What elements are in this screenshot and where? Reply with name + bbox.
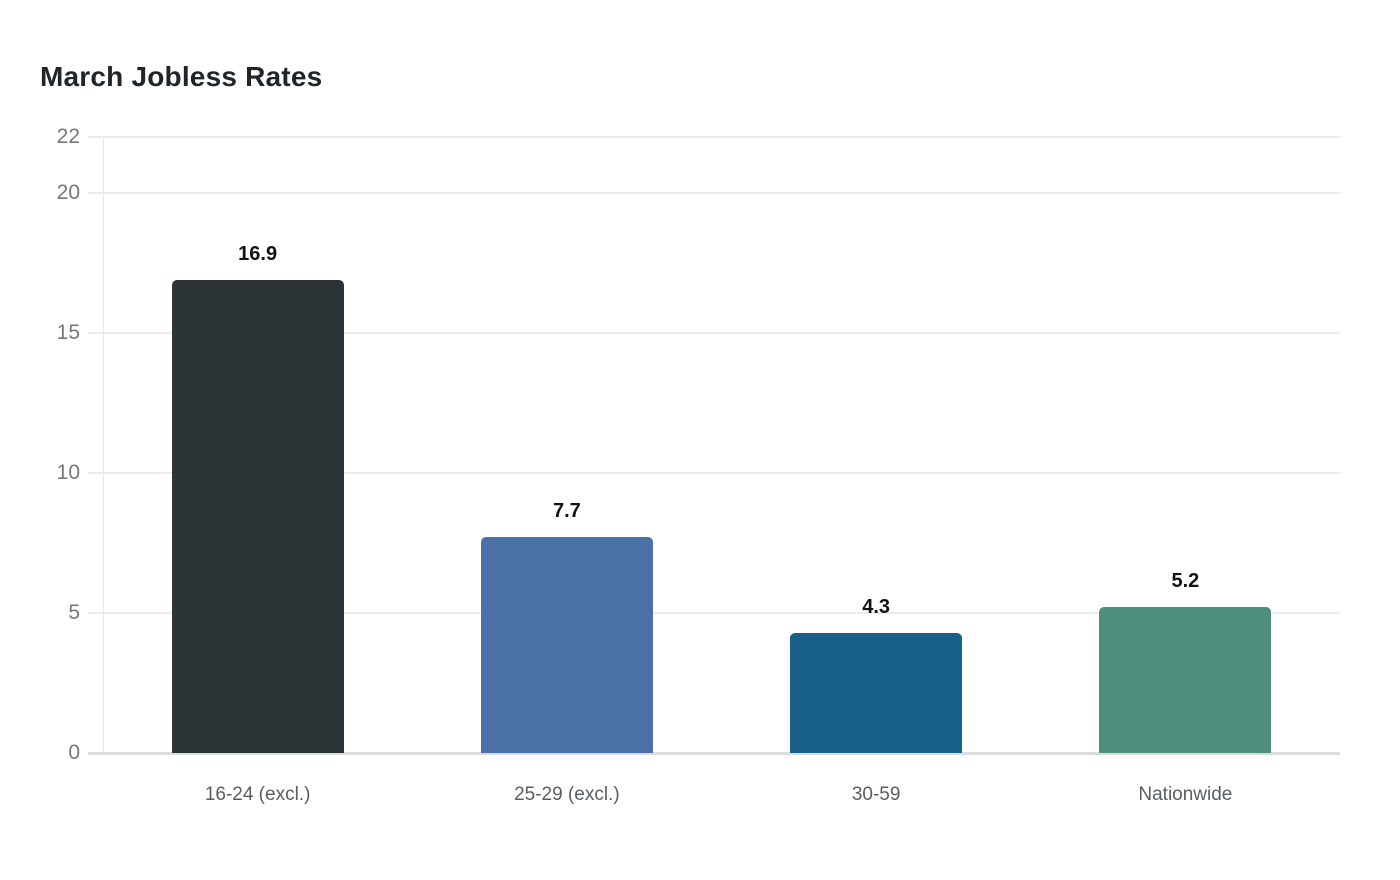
chart-title: March Jobless Rates [40,61,323,92]
x-axis-baseline [88,752,1340,755]
gridline [88,472,1340,474]
bar [171,279,344,753]
y-tick-label: 0 [68,741,80,764]
bar-value-label: 5.2 [1171,570,1200,593]
gridline [88,136,1340,138]
y-tick-label: 10 [56,461,80,484]
bar-value-label: 4.3 [862,595,891,618]
bar [790,632,963,753]
x-category-label: 30-59 [851,784,901,805]
bar-value-label: 16.9 [238,242,278,265]
y-tick-label: 22 [56,125,80,148]
bar [480,537,653,753]
bar [1099,607,1272,753]
gridline [88,192,1340,194]
bar-value-label: 7.7 [552,500,581,523]
x-category-label: Nationwide [1138,784,1233,805]
y-axis-line [103,137,104,753]
gridline [88,332,1340,334]
gridline [88,612,1340,614]
y-tick-label: 20 [56,181,80,204]
y-tick-label: 15 [56,321,80,344]
y-tick-label: 5 [68,601,80,624]
x-category-label: 25-29 (excl.) [514,784,620,805]
x-category-label: 16-24 (excl.) [204,784,311,805]
